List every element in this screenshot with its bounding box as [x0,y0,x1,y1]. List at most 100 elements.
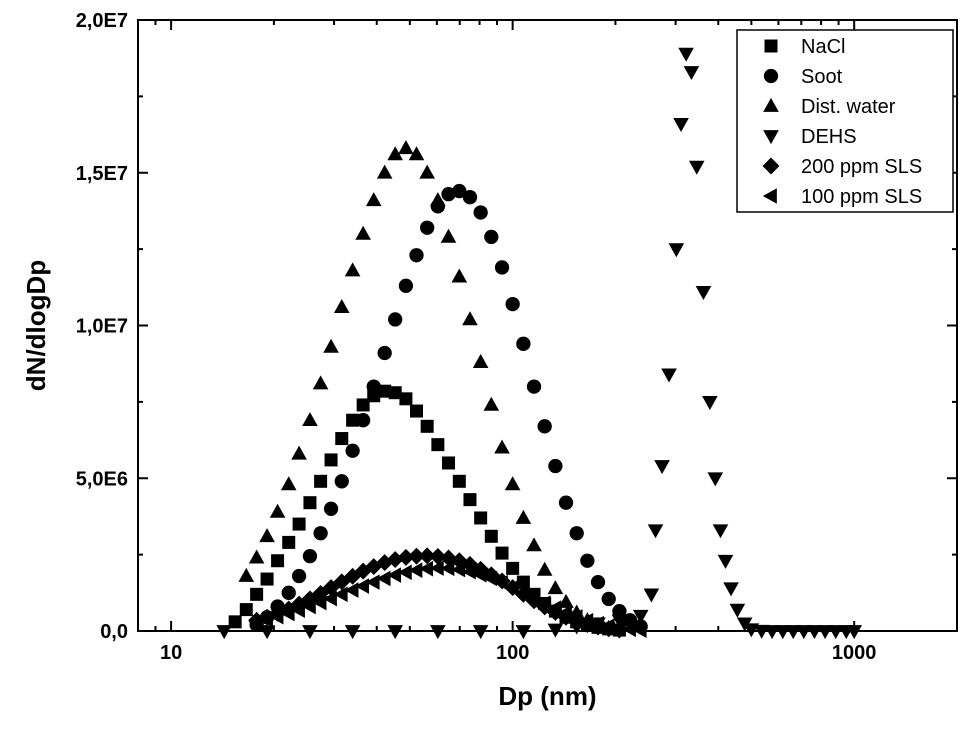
data-point [504,579,519,596]
data-point [504,476,521,491]
data-point [388,312,403,327]
data-point [420,220,435,235]
data-point [494,439,510,454]
data-point [333,586,348,603]
y-tick-label: 5,0E6 [76,468,128,490]
data-point [250,587,264,601]
data-point [451,268,468,283]
y-axis-title: dN/dlogDp [21,260,51,391]
series-100-ppm-sls [248,560,647,639]
data-point [494,260,510,275]
data-point [366,379,381,394]
data-point [547,623,564,638]
data-point [334,474,349,489]
data-point [259,528,275,543]
legend-label: NaCl [801,36,845,58]
legend-label: Soot [801,66,843,88]
y-axis: 0,0 5,0E6 1,0E7 1,5E7 2,0E7 [76,10,957,643]
data-point [281,585,296,600]
data-point [806,625,823,640]
data-point [313,526,328,541]
data-point [632,622,647,639]
data-point [647,524,664,539]
data-point [472,625,489,640]
data-point [271,554,285,568]
data-point [377,345,392,361]
data-point [365,574,380,590]
data-point [621,621,636,638]
data-point [344,567,362,585]
x-tick-label: 100 [496,642,529,664]
data-point [589,615,604,632]
data-point [365,558,383,575]
data-point [678,47,694,62]
data-point [398,278,414,293]
data-point [506,561,520,575]
data-point [303,496,317,510]
data-point [387,567,402,583]
legend-label: DEHS [801,126,857,148]
x-tick-label: 1000 [832,642,877,664]
data-point [397,548,415,566]
legend-label: 100 ppm SLS [801,186,922,208]
data-point [569,526,584,541]
data-point [408,547,425,565]
data-point [419,560,434,577]
data-point [280,476,297,491]
data-point [344,582,359,598]
data-point [440,549,457,567]
data-point [418,547,436,565]
data-point [661,368,677,383]
data-point [472,566,487,583]
data-point [355,578,369,594]
legend-label: Dist. water [801,96,896,118]
data-point [643,588,660,603]
data-point [785,625,802,640]
data-point [473,205,488,220]
data-point [356,398,370,412]
data-point [335,432,349,446]
data-point [516,575,530,589]
data-point [430,625,446,640]
y-tick-label: 1,5E7 [76,163,128,185]
data-point [312,375,329,390]
data-point [323,338,339,353]
data-point [419,164,435,179]
data-point [483,570,498,587]
x-tick-label: 10 [160,642,182,664]
data-point [258,611,273,628]
data-point [269,503,286,518]
data-point [442,456,456,470]
data-point [580,553,595,568]
data-point [429,548,447,565]
data-point [259,625,275,640]
data-point [557,608,575,626]
data-point [688,160,705,175]
data-point [712,524,729,539]
legend-marker [763,130,779,145]
data-point [717,554,734,569]
data-point [441,186,456,202]
data-point [668,243,685,258]
legend-box [736,29,954,213]
data-point [346,413,360,427]
data-point [354,562,372,580]
data-point [452,183,467,199]
data-point [290,602,305,619]
data-point [654,460,670,475]
data-point [408,146,425,161]
data-point [452,474,466,488]
data-point [344,625,361,640]
data-point [484,529,498,543]
data-point [333,299,350,314]
data-point [228,615,242,629]
data-point [548,458,563,474]
data-point [239,603,253,617]
x-axis-title: Dp (nm) [498,681,596,711]
data-point [568,609,583,625]
legend-marker [764,39,778,53]
data-point [302,549,318,564]
data-point [774,625,791,640]
data-point [536,595,551,611]
data-point [291,445,307,460]
